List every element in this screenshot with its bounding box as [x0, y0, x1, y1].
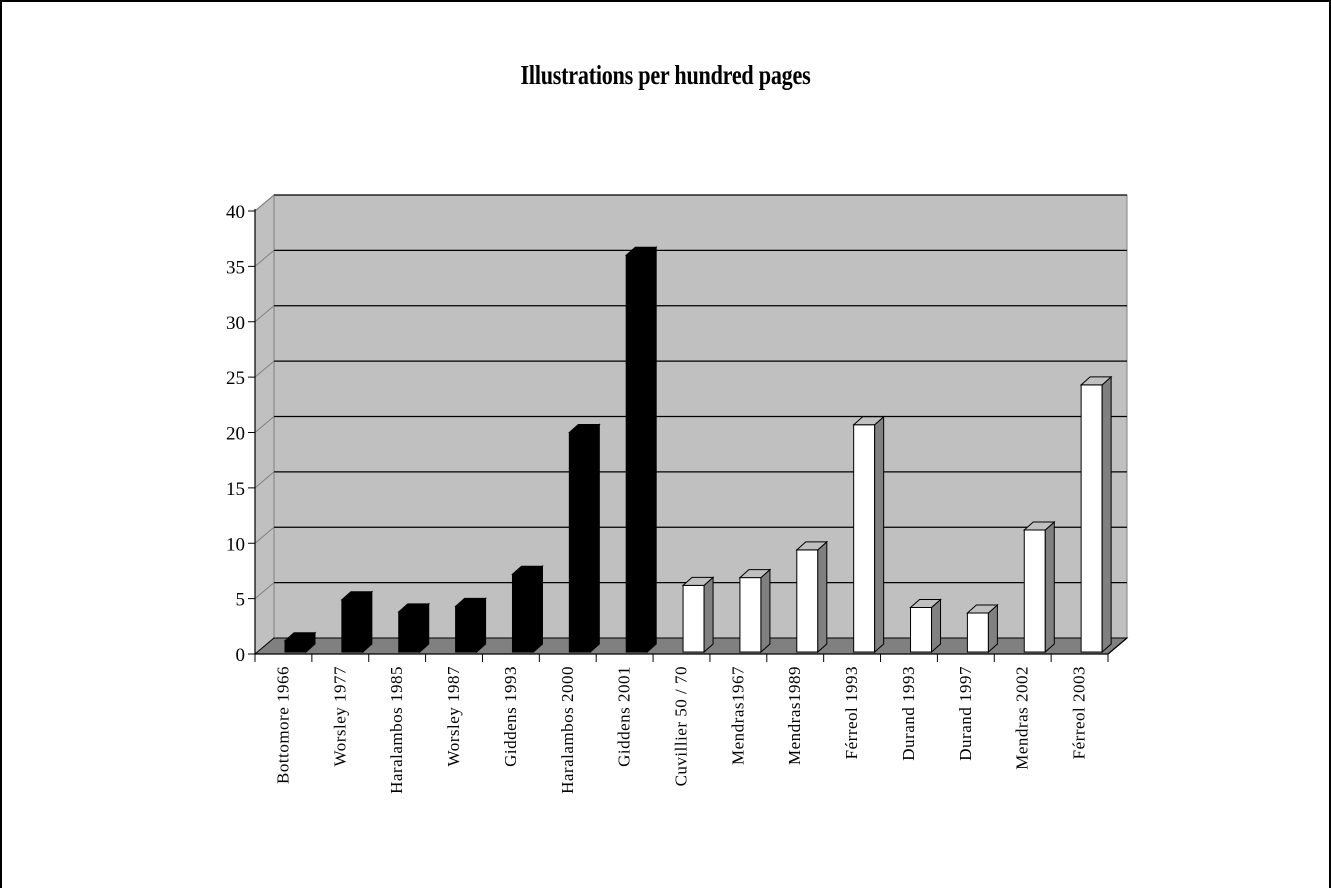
x-category-label: Férreol 1993	[842, 666, 861, 759]
x-category-label: Durand 1997	[956, 666, 975, 761]
bar-side	[589, 423, 600, 654]
bar-front	[853, 424, 876, 653]
bar-front	[966, 612, 989, 653]
bar-side	[532, 565, 543, 654]
x-category-label: Mendras1989	[785, 666, 804, 765]
x-category-label: Worsley 1987	[444, 666, 463, 766]
x-category-label: Worsley 1977	[330, 666, 349, 766]
gridline-side	[254, 305, 275, 323]
y-axis-ticks: 0 5 10 15 20 25 30 35 40	[226, 202, 255, 666]
bar-front	[910, 606, 933, 653]
bar-side	[931, 598, 942, 654]
x-axis-categories: Bottomore 1966 Worsley 1977 Haralambos 198…	[254, 654, 1109, 794]
bar-8	[681, 576, 715, 654]
bar-top	[283, 632, 317, 642]
bar-top	[1079, 376, 1113, 386]
floor-edge	[1107, 637, 1128, 655]
bar-top	[738, 569, 772, 579]
x-category-label: Haralambos 2000	[558, 666, 577, 794]
bar-front	[625, 254, 648, 653]
gridline-side	[254, 360, 275, 378]
bar-front	[1080, 384, 1103, 653]
bar-top	[568, 424, 601, 433]
y-tick-label: 25	[226, 368, 245, 389]
bar-13	[966, 603, 999, 654]
bar-front	[284, 640, 307, 653]
bar-top	[624, 246, 658, 256]
bar-11	[852, 415, 885, 654]
y-tick-label: 35	[226, 257, 245, 278]
bar-top	[1022, 521, 1056, 531]
x-category-label: Durand 1993	[899, 666, 918, 761]
bar-front	[455, 605, 478, 653]
gridline-side	[254, 194, 275, 212]
bar-top	[795, 541, 829, 551]
x-category-label: Giddens 2001	[615, 666, 634, 767]
bar-side	[760, 568, 771, 654]
bar-top	[340, 591, 374, 601]
gridline-side	[254, 249, 275, 267]
x-category-label: Giddens 1993	[501, 666, 520, 767]
bar-3	[397, 602, 431, 654]
bar-10	[795, 540, 829, 654]
gridline-side	[254, 471, 275, 489]
y-tick-label: 30	[226, 313, 245, 334]
bar-front	[796, 549, 819, 653]
bar-front	[511, 573, 534, 653]
bar-top	[681, 576, 715, 586]
gridline-side	[254, 416, 275, 433]
bar-9	[738, 568, 772, 654]
bar-side	[703, 576, 714, 654]
bar-5	[511, 565, 544, 654]
bar-front	[398, 611, 421, 653]
bar-front	[568, 432, 591, 653]
gridline-side	[254, 526, 275, 544]
bar-side	[1101, 375, 1112, 654]
x-category-label: Férreol 2003	[1070, 666, 1089, 759]
bar-side	[646, 246, 657, 654]
bar-1	[283, 631, 317, 654]
bar-top	[852, 416, 885, 426]
x-category-label: Bottomore 1966	[273, 666, 292, 784]
y-tick-label: 5	[236, 590, 246, 611]
bar-14	[1022, 520, 1056, 654]
bars	[283, 246, 1113, 654]
bar-front	[341, 599, 364, 653]
bar-top	[909, 598, 942, 608]
bar-top	[454, 597, 487, 607]
y-tick-label: 15	[226, 479, 245, 500]
bar-4	[454, 597, 487, 654]
bar-front	[682, 584, 705, 653]
bar-side	[362, 590, 373, 654]
bar-15	[1079, 375, 1113, 654]
bar-top	[511, 565, 544, 575]
bar-front	[739, 577, 762, 653]
bar-side	[1044, 520, 1055, 654]
bar-side	[817, 540, 828, 654]
bar-7	[624, 246, 658, 654]
chart-title: Illustrations per hundred pages	[520, 60, 811, 90]
bar-6	[568, 423, 601, 654]
bar-side	[476, 597, 487, 654]
x-category-label: Haralambos 1985	[387, 666, 406, 794]
x-category-label: Mendras1967	[728, 666, 747, 765]
bar-front	[1023, 529, 1046, 653]
bar-side	[874, 415, 885, 654]
x-category-label: Cuvillier 50 / 70	[672, 666, 691, 786]
bar-2	[340, 590, 374, 654]
y-tick-label: 40	[226, 202, 245, 223]
x-category-label: Mendras 2002	[1013, 666, 1032, 770]
bar-12	[909, 598, 942, 654]
bar-top	[397, 603, 431, 613]
bar-top	[966, 604, 999, 614]
y-tick-label: 10	[226, 534, 245, 555]
gridline-side	[254, 582, 275, 600]
y-tick-label: 20	[226, 424, 245, 445]
y-tick-label: 0	[236, 645, 246, 666]
axes	[254, 209, 1128, 655]
